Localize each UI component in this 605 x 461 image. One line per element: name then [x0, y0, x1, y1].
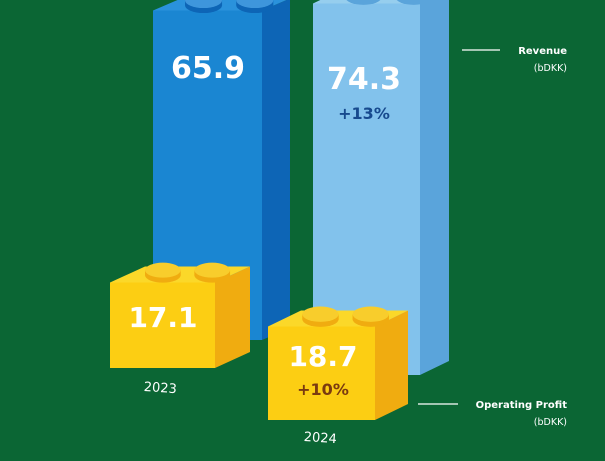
category-label-2024: 2024 [303, 430, 337, 447]
profit-brick-2023-stud-2 [194, 262, 231, 283]
bricks-layer [110, 0, 449, 420]
legend-unit-revenue: (bDKK) [534, 63, 567, 74]
revenue-value-2024: 74.3 [327, 62, 401, 97]
revenue-brick-2024-front [313, 3, 420, 375]
legend-label-revenue: Revenue [518, 46, 567, 57]
profit-brick-2023-front [110, 282, 215, 368]
revenue-brick-2024-stud-1 [346, 0, 381, 5]
profit-brick-2024-stud-1 [302, 306, 339, 327]
revenue-brick-2023-front [153, 10, 262, 340]
revenue-brick-2023-side [262, 0, 290, 340]
labels-layer: Revenue (bDKK) Operating Profit (bDKK) 2… [143, 46, 567, 447]
category-label-2023: 2023 [143, 380, 177, 397]
profit-value-2023: 17.1 [128, 301, 197, 334]
profit-brick-2023-side [215, 266, 250, 368]
revenue-change-2024: +13% [338, 104, 390, 123]
profit-brick-2024-side [375, 310, 408, 420]
profit-value-2024: 18.7 [288, 340, 357, 373]
revenue-brick-2024-side [420, 0, 449, 375]
profit-brick-2024-front [268, 326, 375, 420]
profit-change-2024: +10% [297, 380, 349, 399]
revenue-brick-2023-stud-1 [185, 0, 223, 14]
revenue-brick-2024 [313, 0, 449, 375]
revenue-brick-2023-stud-2 [236, 0, 274, 14]
profit-brick-2024-stud-2 [352, 306, 389, 327]
revenue-brick-2024-stud-2 [396, 0, 431, 5]
values-layer: 65.9 74.3 +13% 17.1 18.7 +10% [128, 51, 401, 399]
revenue-value-2023: 65.9 [171, 51, 245, 86]
profit-brick-2023 [110, 262, 250, 368]
profit-brick-2023-stud-1 [145, 262, 181, 283]
revenue-brick-2023 [153, 0, 290, 340]
legend-label-profit: Operating Profit [476, 400, 568, 411]
profit-brick-2024 [268, 306, 408, 420]
legend-unit-profit: (bDKK) [534, 417, 567, 428]
